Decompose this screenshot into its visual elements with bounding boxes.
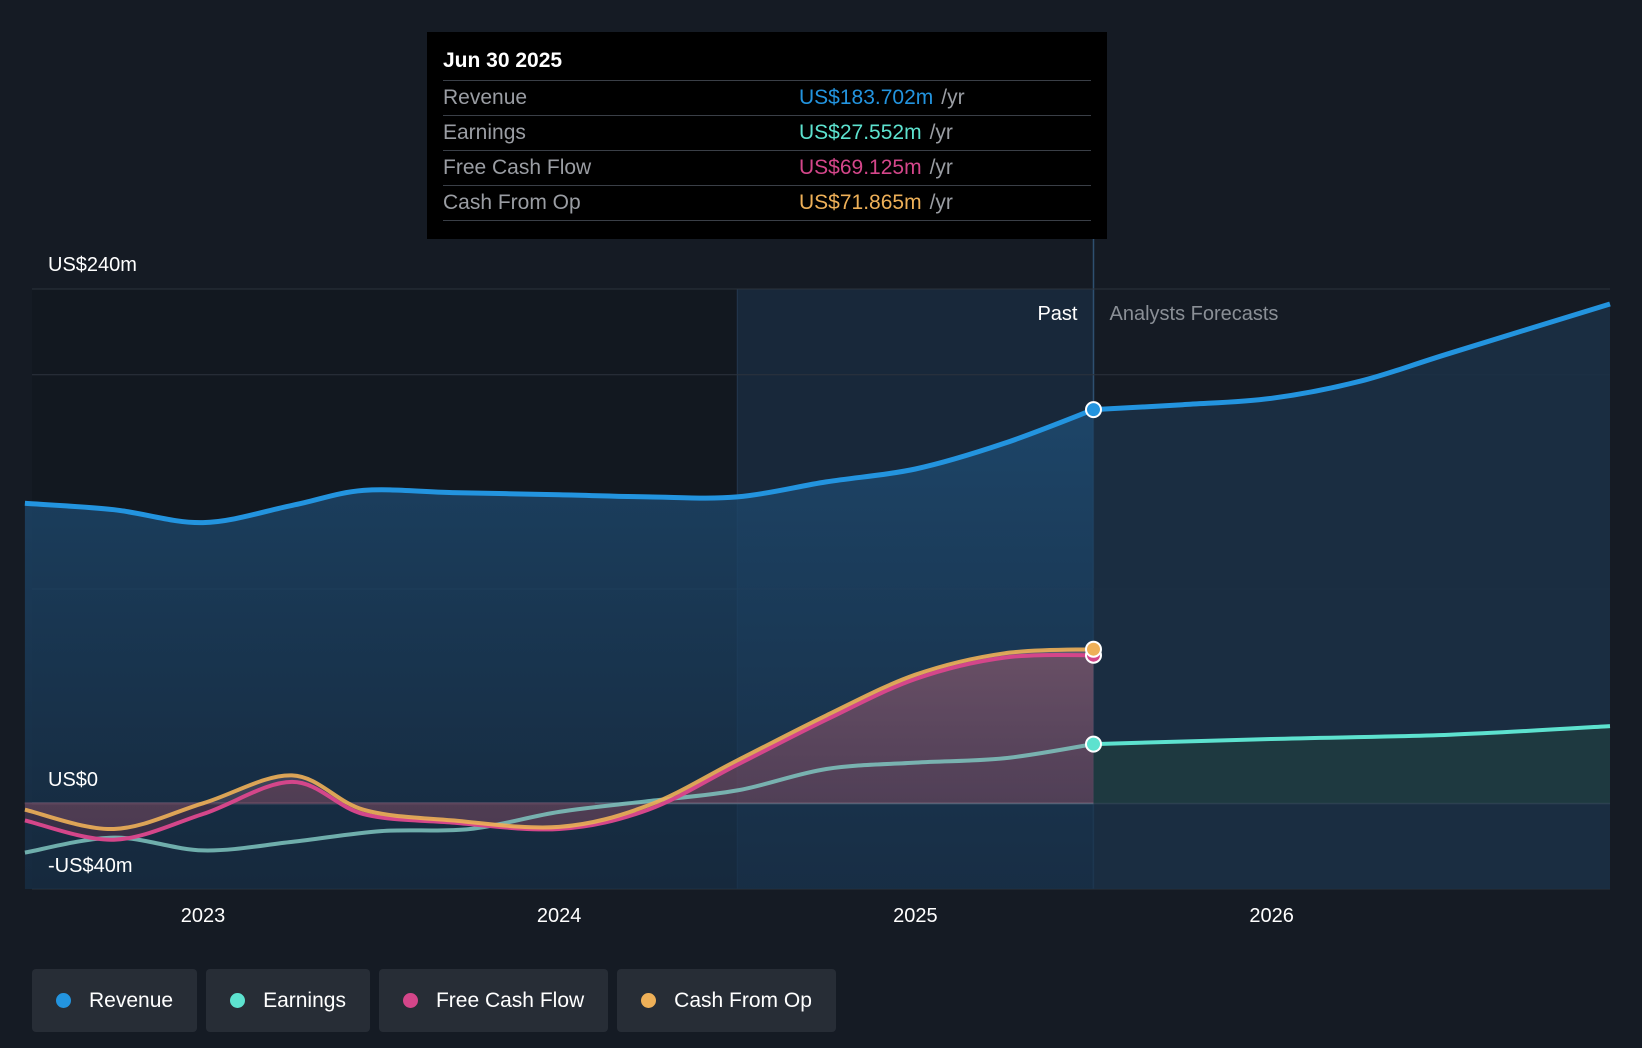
free-cash-flow-area	[24, 655, 1094, 840]
x-tick-label: 2023	[181, 905, 226, 927]
tooltip-row-revenue: Revenue US$183.702m/yr	[443, 80, 1091, 115]
legend: Revenue Earnings Free Cash Flow Cash From O…	[32, 969, 836, 1032]
tooltip-label: Earnings	[443, 121, 526, 144]
x-tick-label: 2024	[537, 905, 582, 927]
x-tick-label: 2025	[893, 905, 938, 927]
tooltip-unit: /yr	[929, 191, 953, 214]
earnings-line	[24, 742, 1094, 855]
y-tick-label: US$0	[48, 769, 98, 791]
legend-dot-icon	[230, 993, 246, 1008]
revenue-line	[24, 407, 1095, 526]
legend-dot-icon	[56, 993, 71, 1008]
tooltip-unit: /yr	[929, 121, 953, 144]
tooltip: Jun 30 2025 Revenue US$183.702m/yr Earning…	[427, 32, 1107, 239]
tooltip-label: Free Cash Flow	[443, 156, 592, 179]
cash-from-op-area	[24, 649, 1094, 830]
cash-from-op-point	[1084, 640, 1102, 658]
earnings-forecast-area	[1093, 726, 1610, 804]
free-cash-flow-line	[24, 653, 1094, 842]
tooltip-row-free-cash-flow: Free Cash Flow US$69.125m/yr	[443, 150, 1091, 185]
tooltip-value: US$71.865m	[799, 191, 922, 214]
tooltip-value: US$69.125m	[799, 156, 922, 179]
tooltip-row-earnings: Earnings US$27.552m/yr	[443, 115, 1091, 150]
tooltip-unit: /yr	[941, 86, 965, 109]
cash-from-op-line	[24, 647, 1094, 832]
tooltip-row-cash-from-op: Cash From Op US$71.865m/yr	[443, 185, 1091, 221]
y-tick-label: US$240m	[48, 254, 137, 276]
legend-dot-icon	[402, 993, 418, 1008]
revenue-forecast-line	[1093, 301, 1611, 413]
revenue-point	[1084, 401, 1102, 419]
past-label: Past	[1037, 303, 1077, 325]
forecast-label: Analysts Forecasts	[1109, 303, 1278, 325]
earnings-point	[1084, 735, 1102, 753]
tooltip-label: Revenue	[443, 86, 528, 109]
y-tick-label: -US$40m	[48, 855, 132, 877]
legend-label: Cash From Op	[674, 988, 812, 1012]
tooltip-unit: /yr	[929, 156, 953, 179]
legend-item-cash-from-op[interactable]: Cash From Op	[617, 969, 836, 1032]
tooltip-date: Jun 30 2025	[443, 49, 563, 72]
legend-dot-icon	[641, 993, 657, 1008]
legend-label: Earnings	[263, 988, 346, 1012]
legend-item-earnings[interactable]: Earnings	[206, 969, 370, 1032]
legend-label: Free Cash Flow	[435, 988, 585, 1012]
tooltip-value: US$183.702m	[799, 86, 934, 109]
legend-item-free-cash-flow[interactable]: Free Cash Flow	[378, 969, 609, 1032]
tooltip-label: Cash From Op	[443, 191, 581, 214]
earnings-forecast-line	[1093, 724, 1611, 747]
legend-label: Revenue	[89, 988, 174, 1012]
tooltip-value: US$27.552m	[799, 121, 922, 144]
x-tick-label: 2026	[1249, 905, 1294, 927]
legend-item-revenue[interactable]: Revenue	[32, 969, 198, 1032]
